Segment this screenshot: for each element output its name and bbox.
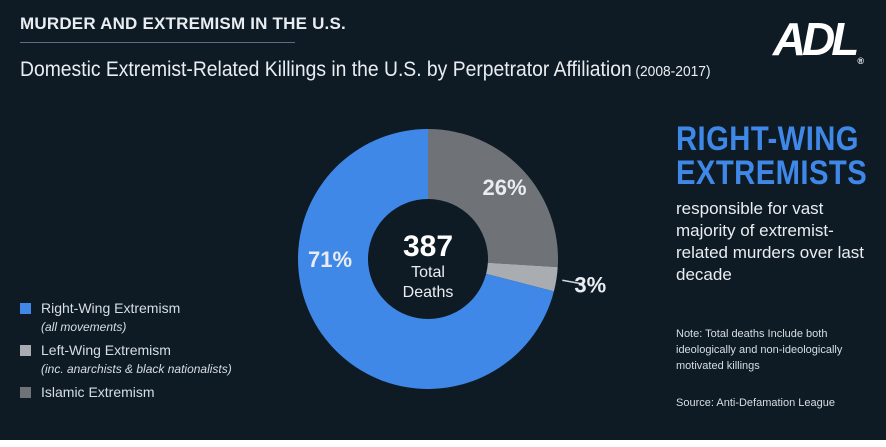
legend-note-left-wing: (inc. anarchists & black nationalists): [41, 362, 232, 376]
legend-label-islamic: Islamic Extremism: [41, 384, 155, 400]
donut-chart: 26% 71% 3% 387 Total Deaths: [298, 129, 606, 389]
callout: RIGHT-WING EXTREMISTS responsible for va…: [676, 122, 876, 286]
callout-body: responsible for vast majority of extremi…: [676, 199, 865, 284]
callout-headline: RIGHT-WING EXTREMISTS: [676, 120, 868, 192]
center-label-line-2: Deaths: [403, 284, 454, 301]
chart-title-text: Domestic Extremist-Related Killings in t…: [20, 58, 632, 81]
slice-label-islamic: 26%: [483, 175, 527, 200]
slice-left-wing-extremism: [486, 262, 558, 292]
adl-logo: ADL ®: [773, 12, 864, 66]
legend-label-left-wing: Left-Wing Extremism: [41, 342, 171, 358]
slice-label-left-wing: 3%: [574, 272, 606, 297]
chart-title: Domestic Extremist-Related Killings in t…: [20, 58, 711, 82]
legend-swatch-left-wing: [20, 345, 31, 356]
legend-item-right-wing: Right-Wing Extremism (all movements): [20, 300, 232, 334]
registered-mark: ®: [857, 56, 864, 66]
kicker-heading: MURDER AND EXTREMISM IN THE U.S.: [20, 14, 346, 33]
callout-headline-line-2: EXTREMISTS: [676, 154, 868, 192]
callout-headline-line-1: RIGHT-WING: [676, 120, 859, 158]
footnote: Note: Total deaths Include both ideologi…: [676, 328, 843, 372]
adl-logo-text: ADL: [772, 13, 860, 65]
legend-item-islamic: Islamic Extremism: [20, 384, 232, 400]
source-credit: Source: Anti-Defamation League: [676, 397, 835, 409]
legend-label-right-wing: Right-Wing Extremism: [41, 300, 181, 316]
center-total: 387: [403, 230, 453, 263]
slice-leader-line-left-wing: [562, 279, 585, 286]
legend-note-right-wing: (all movements): [41, 320, 127, 334]
chart-title-years: (2008-2017): [635, 63, 711, 80]
heading-divider: [20, 42, 295, 43]
slice-right-wing-extremism: [298, 129, 554, 389]
legend-swatch-right-wing: [20, 303, 31, 314]
legend-swatch-islamic: [20, 387, 31, 398]
center-label-line-1: Total: [411, 264, 445, 281]
legend: Right-Wing Extremism (all movements) Lef…: [20, 300, 232, 408]
slice-label-right-wing: 71%: [308, 247, 352, 272]
slice-islamic-extremism: [428, 129, 558, 268]
legend-item-left-wing: Left-Wing Extremism (inc. anarchists & b…: [20, 342, 232, 376]
